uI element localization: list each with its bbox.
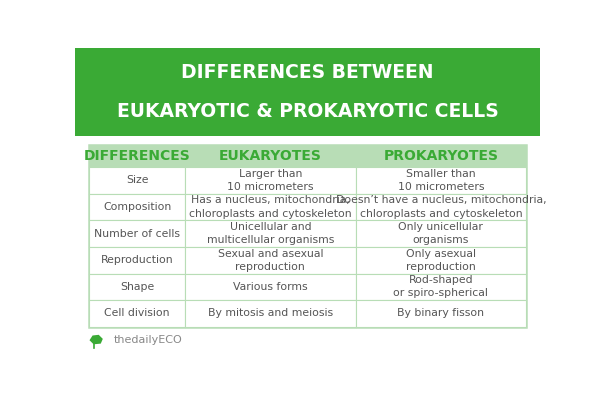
- Text: Has a nucleus, mitochondria,
chloroplasts and cytoskeleton: Has a nucleus, mitochondria, chloroplast…: [189, 196, 352, 219]
- Bar: [356, 220, 526, 247]
- Text: thedailyECO: thedailyECO: [114, 335, 183, 345]
- Bar: [356, 145, 526, 167]
- Polygon shape: [89, 335, 103, 344]
- Text: Only unicellular
organisms: Only unicellular organisms: [398, 222, 483, 245]
- Bar: [185, 300, 356, 327]
- Text: By mitosis and meiosis: By mitosis and meiosis: [208, 308, 333, 318]
- Text: Doesn’t have a nucleus, mitochondria,
chloroplasts and cytoskeleton: Doesn’t have a nucleus, mitochondria, ch…: [335, 196, 546, 219]
- Text: PROKARYOTES: PROKARYOTES: [383, 149, 499, 163]
- Text: Shape: Shape: [120, 282, 154, 292]
- Bar: [356, 194, 526, 220]
- Bar: [185, 167, 356, 194]
- Text: Reproduction: Reproduction: [101, 255, 173, 265]
- Text: Cell division: Cell division: [104, 308, 170, 318]
- Bar: [89, 220, 185, 247]
- Bar: [185, 220, 356, 247]
- Bar: [185, 247, 356, 274]
- Bar: [89, 300, 185, 327]
- Text: Sexual and asexual
reproduction: Sexual and asexual reproduction: [218, 249, 323, 272]
- Bar: [185, 145, 356, 167]
- Bar: [356, 274, 526, 300]
- Bar: [185, 274, 356, 300]
- Text: Only asexual
reproduction: Only asexual reproduction: [406, 249, 476, 272]
- Text: DIFFERENCES BETWEEN: DIFFERENCES BETWEEN: [181, 63, 434, 82]
- Text: DIFFERENCES: DIFFERENCES: [83, 149, 190, 163]
- Text: EUKARYOTIC & PROKARYOTIC CELLS: EUKARYOTIC & PROKARYOTIC CELLS: [116, 102, 499, 121]
- Text: Size: Size: [126, 176, 148, 186]
- Text: Unicellular and
multicellular organisms: Unicellular and multicellular organisms: [206, 222, 334, 245]
- Bar: [75, 48, 540, 136]
- Bar: [89, 194, 185, 220]
- Text: Larger than
10 micrometers: Larger than 10 micrometers: [227, 169, 314, 192]
- Bar: [356, 300, 526, 327]
- Text: EUKARYOTES: EUKARYOTES: [219, 149, 322, 163]
- Text: Smaller than
10 micrometers: Smaller than 10 micrometers: [398, 169, 484, 192]
- Bar: [89, 274, 185, 300]
- Bar: [89, 247, 185, 274]
- Bar: [89, 145, 185, 167]
- Bar: [89, 145, 526, 327]
- Bar: [356, 247, 526, 274]
- Text: By binary fisson: By binary fisson: [397, 308, 484, 318]
- Bar: [185, 194, 356, 220]
- Bar: [89, 167, 185, 194]
- Bar: [356, 167, 526, 194]
- Text: Composition: Composition: [103, 202, 171, 212]
- Text: Number of cells: Number of cells: [94, 229, 180, 239]
- Text: Various forms: Various forms: [233, 282, 308, 292]
- Text: Rod-shaped
or spiro-spherical: Rod-shaped or spiro-spherical: [394, 275, 488, 298]
